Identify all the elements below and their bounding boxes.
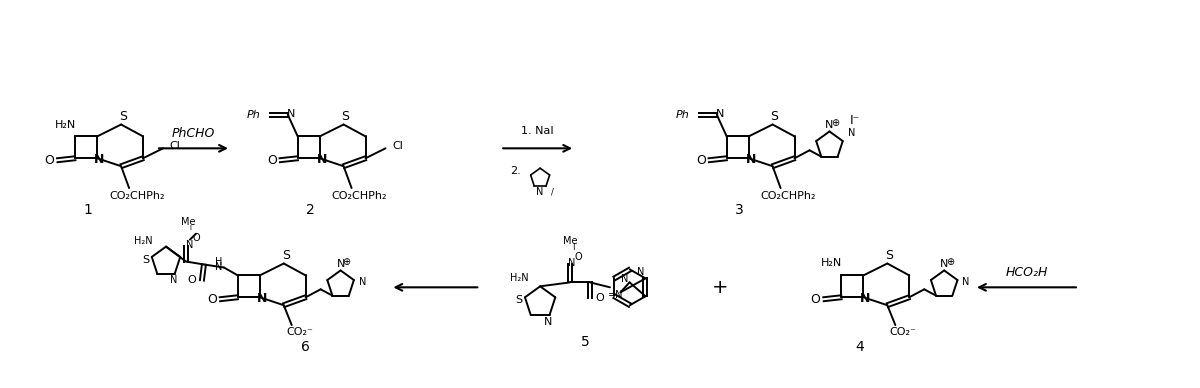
Text: I: I: [572, 243, 575, 252]
Text: 5: 5: [581, 335, 589, 349]
Text: O: O: [595, 293, 605, 303]
Text: N: N: [962, 277, 970, 288]
Text: N: N: [847, 128, 856, 139]
Text: H: H: [215, 256, 222, 267]
Text: N: N: [336, 260, 344, 270]
Text: H₂N: H₂N: [133, 236, 152, 246]
Text: N: N: [287, 109, 295, 119]
Text: 4: 4: [856, 340, 864, 354]
Text: N: N: [170, 275, 178, 286]
Text: O: O: [44, 154, 54, 167]
Text: O: O: [266, 154, 277, 167]
Text: ⊕: ⊕: [342, 256, 350, 267]
Text: N: N: [569, 258, 576, 268]
Text: S: S: [770, 110, 779, 123]
Text: +: +: [712, 278, 728, 297]
Text: S: S: [282, 249, 289, 262]
Text: CO₂CHPh₂: CO₂CHPh₂: [332, 191, 388, 201]
Text: /: /: [551, 187, 553, 196]
Text: N: N: [544, 317, 552, 327]
Text: ⊕: ⊕: [946, 256, 954, 267]
Text: N: N: [620, 274, 629, 284]
Text: N: N: [94, 153, 104, 166]
Text: O: O: [810, 293, 821, 306]
Text: PhCHO: PhCHO: [172, 127, 215, 140]
Text: S: S: [143, 255, 150, 265]
Text: I: I: [188, 225, 191, 231]
Text: N: N: [940, 260, 948, 270]
Text: S: S: [342, 110, 349, 123]
Text: Me: Me: [563, 236, 577, 246]
Text: CO₂CHPh₂: CO₂CHPh₂: [761, 191, 816, 201]
Text: O: O: [187, 275, 197, 286]
Text: N: N: [826, 121, 834, 130]
Text: N: N: [745, 153, 756, 166]
Text: CO₂⁻: CO₂⁻: [890, 327, 917, 337]
Text: O: O: [192, 233, 199, 242]
Text: O: O: [575, 251, 582, 262]
Text: N: N: [715, 109, 724, 119]
Text: O: O: [206, 293, 217, 306]
Text: 1: 1: [84, 203, 92, 217]
Text: Me: Me: [181, 217, 196, 227]
Text: N: N: [317, 153, 326, 166]
Text: N: N: [860, 292, 870, 305]
Text: 2.: 2.: [510, 166, 521, 176]
Text: Ph: Ph: [247, 109, 260, 120]
Text: N: N: [359, 277, 366, 288]
Text: S: S: [886, 249, 893, 262]
Text: S: S: [119, 110, 127, 123]
Text: N: N: [536, 187, 544, 197]
Text: O: O: [696, 154, 706, 167]
Text: CO₂CHPh₂: CO₂CHPh₂: [109, 191, 164, 201]
Text: N: N: [215, 262, 222, 272]
Text: N: N: [637, 267, 644, 277]
Text: CO₂⁻: CO₂⁻: [287, 327, 313, 337]
Text: 6: 6: [301, 340, 310, 354]
Text: I⁻: I⁻: [850, 114, 859, 127]
Text: S: S: [516, 295, 523, 305]
Text: Ph: Ph: [676, 109, 690, 120]
Text: 2: 2: [306, 203, 316, 217]
Text: N: N: [257, 292, 266, 305]
Text: Cl: Cl: [392, 141, 403, 151]
Text: =N: =N: [608, 290, 623, 300]
Text: H₂N: H₂N: [55, 120, 76, 130]
Text: 3: 3: [736, 203, 744, 217]
Text: HCO₂H: HCO₂H: [1006, 267, 1048, 279]
Text: H₂N: H₂N: [510, 274, 528, 283]
Text: H₂N: H₂N: [821, 258, 842, 268]
Text: Cl: Cl: [169, 141, 180, 151]
Text: ⊕: ⊕: [832, 118, 840, 128]
Text: N: N: [186, 240, 193, 249]
Text: 1. NaI: 1. NaI: [521, 126, 553, 137]
